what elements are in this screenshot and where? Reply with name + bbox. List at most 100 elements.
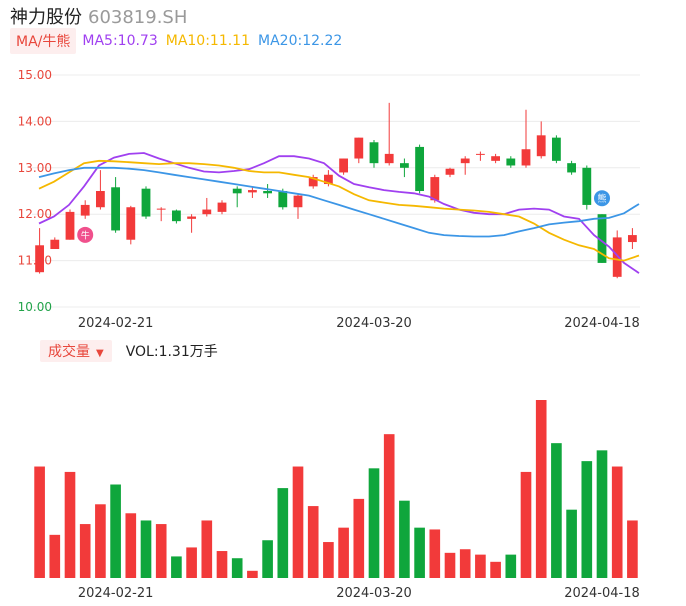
volume-bar [566,509,577,578]
candle-body [65,211,75,240]
candle-body [50,239,60,249]
candle-body [536,135,546,157]
candle-body [627,235,637,243]
volume-bar [49,534,61,578]
volume-bar [596,450,608,578]
volume-bar [34,466,45,578]
candle-body [80,204,90,216]
x-tick-label: 2024-02-21 [78,316,154,331]
candle-body [521,149,531,166]
volume-bar [429,529,441,578]
volume-bar [247,570,258,578]
ma10-legend: MA10:11.11 [165,33,251,49]
volume-date-axis: 2024-02-21 2024-03-20 2024-04-18 [78,586,640,601]
volume-legend-bar: 成交量 ▼ VOL:1.31万手 [40,340,218,362]
candle-body [187,216,197,219]
candle-body [384,153,394,164]
candle-body [339,158,349,173]
candle-body [156,208,166,210]
volume-bar [155,524,167,578]
candle-body [202,209,212,215]
candle-body [308,177,318,187]
volume-bar [414,527,425,578]
volume-bars [34,400,638,578]
volume-bar [292,466,304,578]
volume-bar [399,500,410,578]
x-tick-label: 2024-03-20 [336,316,412,331]
volume-bar [201,520,213,578]
candle-body [217,202,227,212]
volume-bar [611,466,623,578]
candle-body [35,245,45,273]
candle-body [171,210,181,222]
candle-body [491,156,501,161]
caret-down-icon: ▼ [96,348,104,359]
volume-bar [171,556,182,578]
ma20-line [38,166,640,238]
candle-body [232,188,242,194]
volume-bar [490,561,501,578]
y-tick-label: 11.00 [18,254,52,268]
ma-mode-button[interactable]: MA/牛熊 [10,28,77,54]
x-tick-label: 2024-04-18 [564,316,640,331]
volume-bar [216,551,228,578]
volume-bar [444,552,456,578]
volume-bar [581,461,593,578]
stock-name: 神力股份 [10,7,82,28]
candle-body [141,188,151,217]
bear-signal-icon [594,190,610,207]
ma-legend-bar: MA/牛熊 MA5:10.73 MA10:11.11 MA20:12.22 [10,28,350,54]
ma20-legend: MA20:12.22 [258,33,343,49]
ma5-legend: MA5:10.73 [82,33,158,49]
volume-bar [140,520,152,578]
bull-signal-label: 牛 [81,229,90,241]
candle-body [445,168,455,175]
volume-bar [505,554,517,578]
candles [35,102,637,279]
volume-bar [353,498,365,578]
candle-body [111,187,121,231]
bear-signal-label: 熊 [597,193,606,205]
price-axis-labels: 15.00 14.00 13.00 12.00 11.00 10.00 [18,68,52,314]
candle-body [460,158,470,164]
volume-bar [475,554,486,578]
volume-bar [125,513,137,578]
stock-title: 神力股份 603819.SH [10,3,187,29]
volume-bar [307,506,319,578]
x-tick-label: 2024-03-20 [336,586,412,601]
candle-body [399,163,409,168]
volume-mode-button[interactable]: 成交量 ▼ [40,340,112,362]
volume-mode-label: 成交量 [48,344,90,360]
candle-body [597,214,607,263]
candle-body [430,177,440,201]
signal-markers: 牛熊 [77,190,610,243]
volume-bar [110,484,121,578]
volume-bar [383,434,395,578]
volume-bar [535,400,547,578]
volume-bar [338,527,349,578]
volume-bar [186,547,197,578]
candle-body [247,190,257,193]
x-tick-label: 2024-04-18 [564,586,640,601]
candle-body [567,163,577,173]
volume-bar [459,549,471,578]
volume-bar [231,558,243,578]
y-tick-label: 14.00 [18,114,52,128]
volume-bar [262,540,273,578]
moving-average-lines [38,152,640,274]
volume-bar [368,468,380,578]
x-tick-label: 2024-02-21 [78,586,154,601]
candle-body [354,137,364,159]
stock-code: 603819.SH [88,7,188,28]
bull-signal-icon [77,226,94,243]
volume-bar [95,504,106,578]
candle-body [278,191,288,208]
candle-body [506,158,516,166]
candle-body [293,195,303,208]
y-tick-label: 10.00 [18,300,52,314]
volume-bar [520,471,532,578]
candle-body [126,207,136,240]
ma5-line [38,152,640,274]
candle-body [369,142,379,164]
